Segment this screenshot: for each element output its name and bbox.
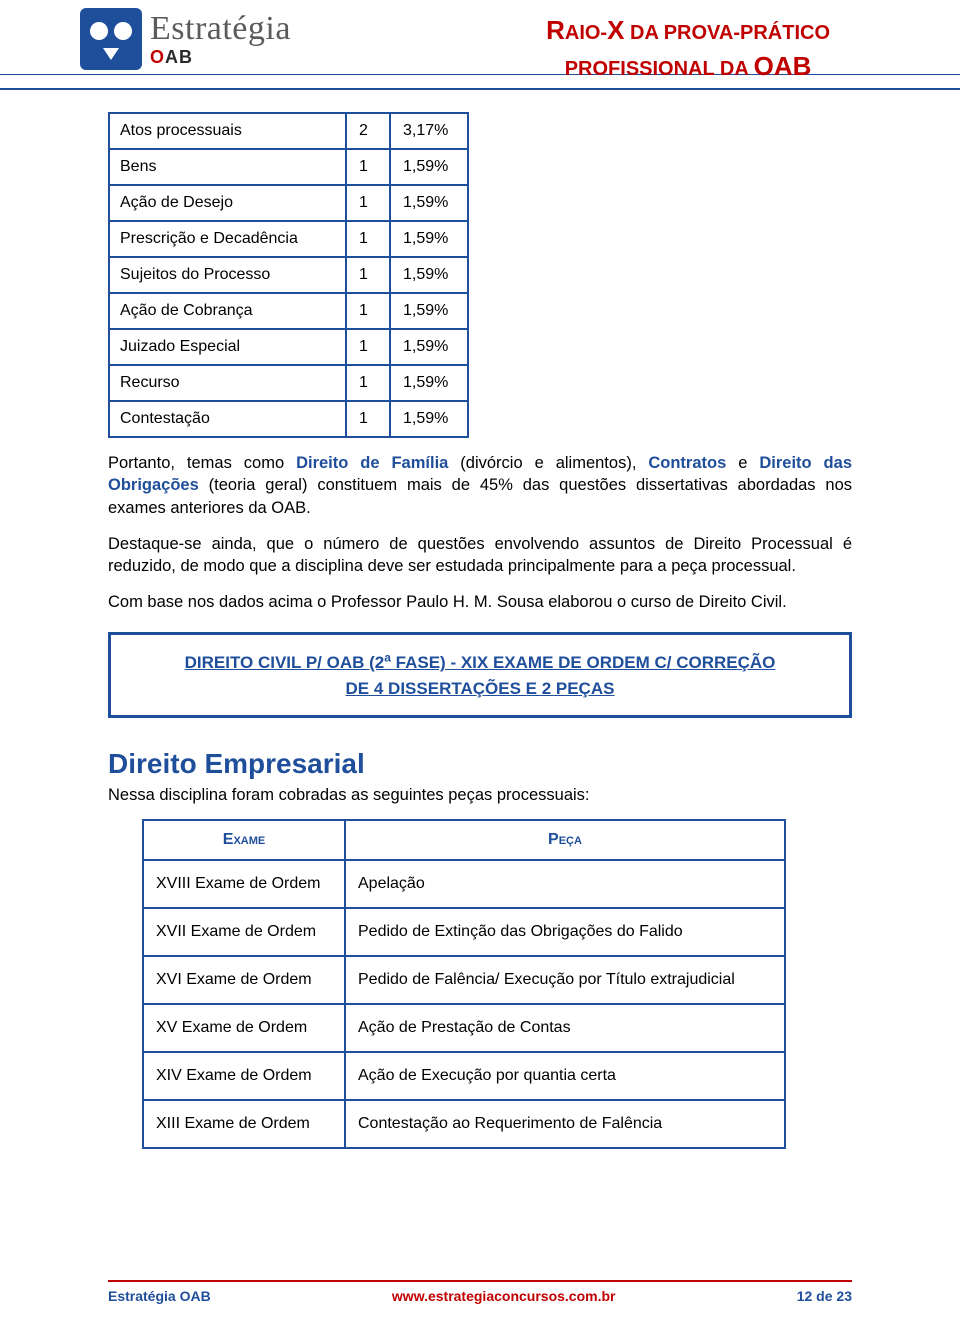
logo-sub-text: OAB [150,48,291,66]
table-row: XVI Exame de OrdemPedido de Falência/ Ex… [144,957,784,1003]
stats-label: Bens [110,150,345,184]
page-footer: Estratégia OAB www.estrategiaconcursos.c… [108,1280,852,1304]
footer-left: Estratégia OAB [108,1288,211,1304]
stats-label: Atos processuais [110,114,345,148]
stats-label: Contestação [110,402,345,436]
stats-label: Juizado Especial [110,330,345,364]
stats-pct: 1,59% [391,294,467,328]
peca-cell: Ação de Prestação de Contas [346,1005,784,1051]
table-row: Ação de Desejo11,59% [110,186,467,220]
paragraph-1: Portanto, temas como Direito de Família … [108,452,852,519]
stats-pct: 3,17% [391,114,467,148]
peca-cell: Ação de Execução por quantia certa [346,1053,784,1099]
stats-label: Ação de Cobrança [110,294,345,328]
header-title-line1: RAIO-X DA PROVA-PRÁTICO [546,12,830,48]
section-intro: Nessa disciplina foram cobradas as segui… [108,786,852,805]
stats-count: 1 [347,150,389,184]
stats-table: Atos processuais23,17%Bens11,59%Ação de … [108,112,469,438]
exam-header-peca: Peça [346,821,784,859]
course-link[interactable]: DIREITO CIVIL P/ OAB (2a FASE) - XIX EXA… [185,653,776,698]
table-row: Sujeitos do Processo11,59% [110,258,467,292]
header-title: RAIO-X DA PROVA-PRÁTICO PROFISSIONAL DA … [546,12,830,85]
stats-count: 1 [347,402,389,436]
stats-pct: 1,59% [391,150,467,184]
stats-pct: 1,59% [391,258,467,292]
peca-cell: Pedido de Extinção das Obrigações do Fal… [346,909,784,955]
table-row: Bens11,59% [110,150,467,184]
exam-header-exame: Exame [144,821,344,859]
stats-pct: 1,59% [391,402,467,436]
exam-cell: XV Exame de Ordem [144,1005,344,1051]
stats-pct: 1,59% [391,366,467,400]
owl-icon [80,8,142,70]
page-content: Atos processuais23,17%Bens11,59%Ação de … [108,112,852,1149]
table-row: XVII Exame de OrdemPedido de Extinção da… [144,909,784,955]
table-row: Juizado Especial11,59% [110,330,467,364]
table-row: Ação de Cobrança11,59% [110,294,467,328]
footer-divider [108,1280,852,1282]
logo-text: Estratégia OAB [150,12,291,66]
footer-center-url[interactable]: www.estrategiaconcursos.com.br [392,1288,616,1304]
exam-table: Exame Peça XVIII Exame de OrdemApelaçãoX… [142,819,786,1149]
stats-label: Prescrição e Decadência [110,222,345,256]
logo-main-text: Estratégia [150,12,291,46]
table-row: Prescrição e Decadência11,59% [110,222,467,256]
exam-cell: XIII Exame de Ordem [144,1101,344,1147]
table-row: XIV Exame de OrdemAção de Execução por q… [144,1053,784,1099]
paragraph-2: Destaque-se ainda, que o número de quest… [108,533,852,578]
stats-label: Sujeitos do Processo [110,258,345,292]
paragraph-3: Com base nos dados acima o Professor Pau… [108,591,852,613]
stats-pct: 1,59% [391,186,467,220]
stats-count: 1 [347,222,389,256]
exam-cell: XIV Exame de Ordem [144,1053,344,1099]
stats-count: 1 [347,258,389,292]
table-row: Contestação11,59% [110,402,467,436]
header-title-line2: PROFISSIONAL DA OAB [546,48,830,84]
peca-cell: Contestação ao Requerimento de Falência [346,1101,784,1147]
stats-count: 1 [347,294,389,328]
logo-block: Estratégia OAB [80,8,291,70]
exam-cell: XVI Exame de Ordem [144,957,344,1003]
stats-label: Recurso [110,366,345,400]
table-row: XVIII Exame de OrdemApelação [144,861,784,907]
stats-count: 1 [347,366,389,400]
stats-pct: 1,59% [391,330,467,364]
footer-page-number: 12 de 23 [797,1288,852,1304]
course-link-box: DIREITO CIVIL P/ OAB (2a FASE) - XIX EXA… [108,632,852,719]
footer-row: Estratégia OAB www.estrategiaconcursos.c… [108,1288,852,1304]
peca-cell: Pedido de Falência/ Execução por Título … [346,957,784,1003]
table-row: XV Exame de OrdemAção de Prestação de Co… [144,1005,784,1051]
exam-table-header-row: Exame Peça [144,821,784,859]
table-row: XIII Exame de OrdemContestação ao Requer… [144,1101,784,1147]
section-title-empresarial: Direito Empresarial [108,748,852,780]
table-row: Recurso11,59% [110,366,467,400]
stats-label: Ação de Desejo [110,186,345,220]
stats-count: 1 [347,330,389,364]
table-row: Atos processuais23,17% [110,114,467,148]
header-bar: Estratégia OAB RAIO-X DA PROVA-PRÁTICO P… [0,0,960,90]
exam-cell: XVIII Exame de Ordem [144,861,344,907]
stats-pct: 1,59% [391,222,467,256]
exam-cell: XVII Exame de Ordem [144,909,344,955]
peca-cell: Apelação [346,861,784,907]
stats-count: 2 [347,114,389,148]
stats-count: 1 [347,186,389,220]
